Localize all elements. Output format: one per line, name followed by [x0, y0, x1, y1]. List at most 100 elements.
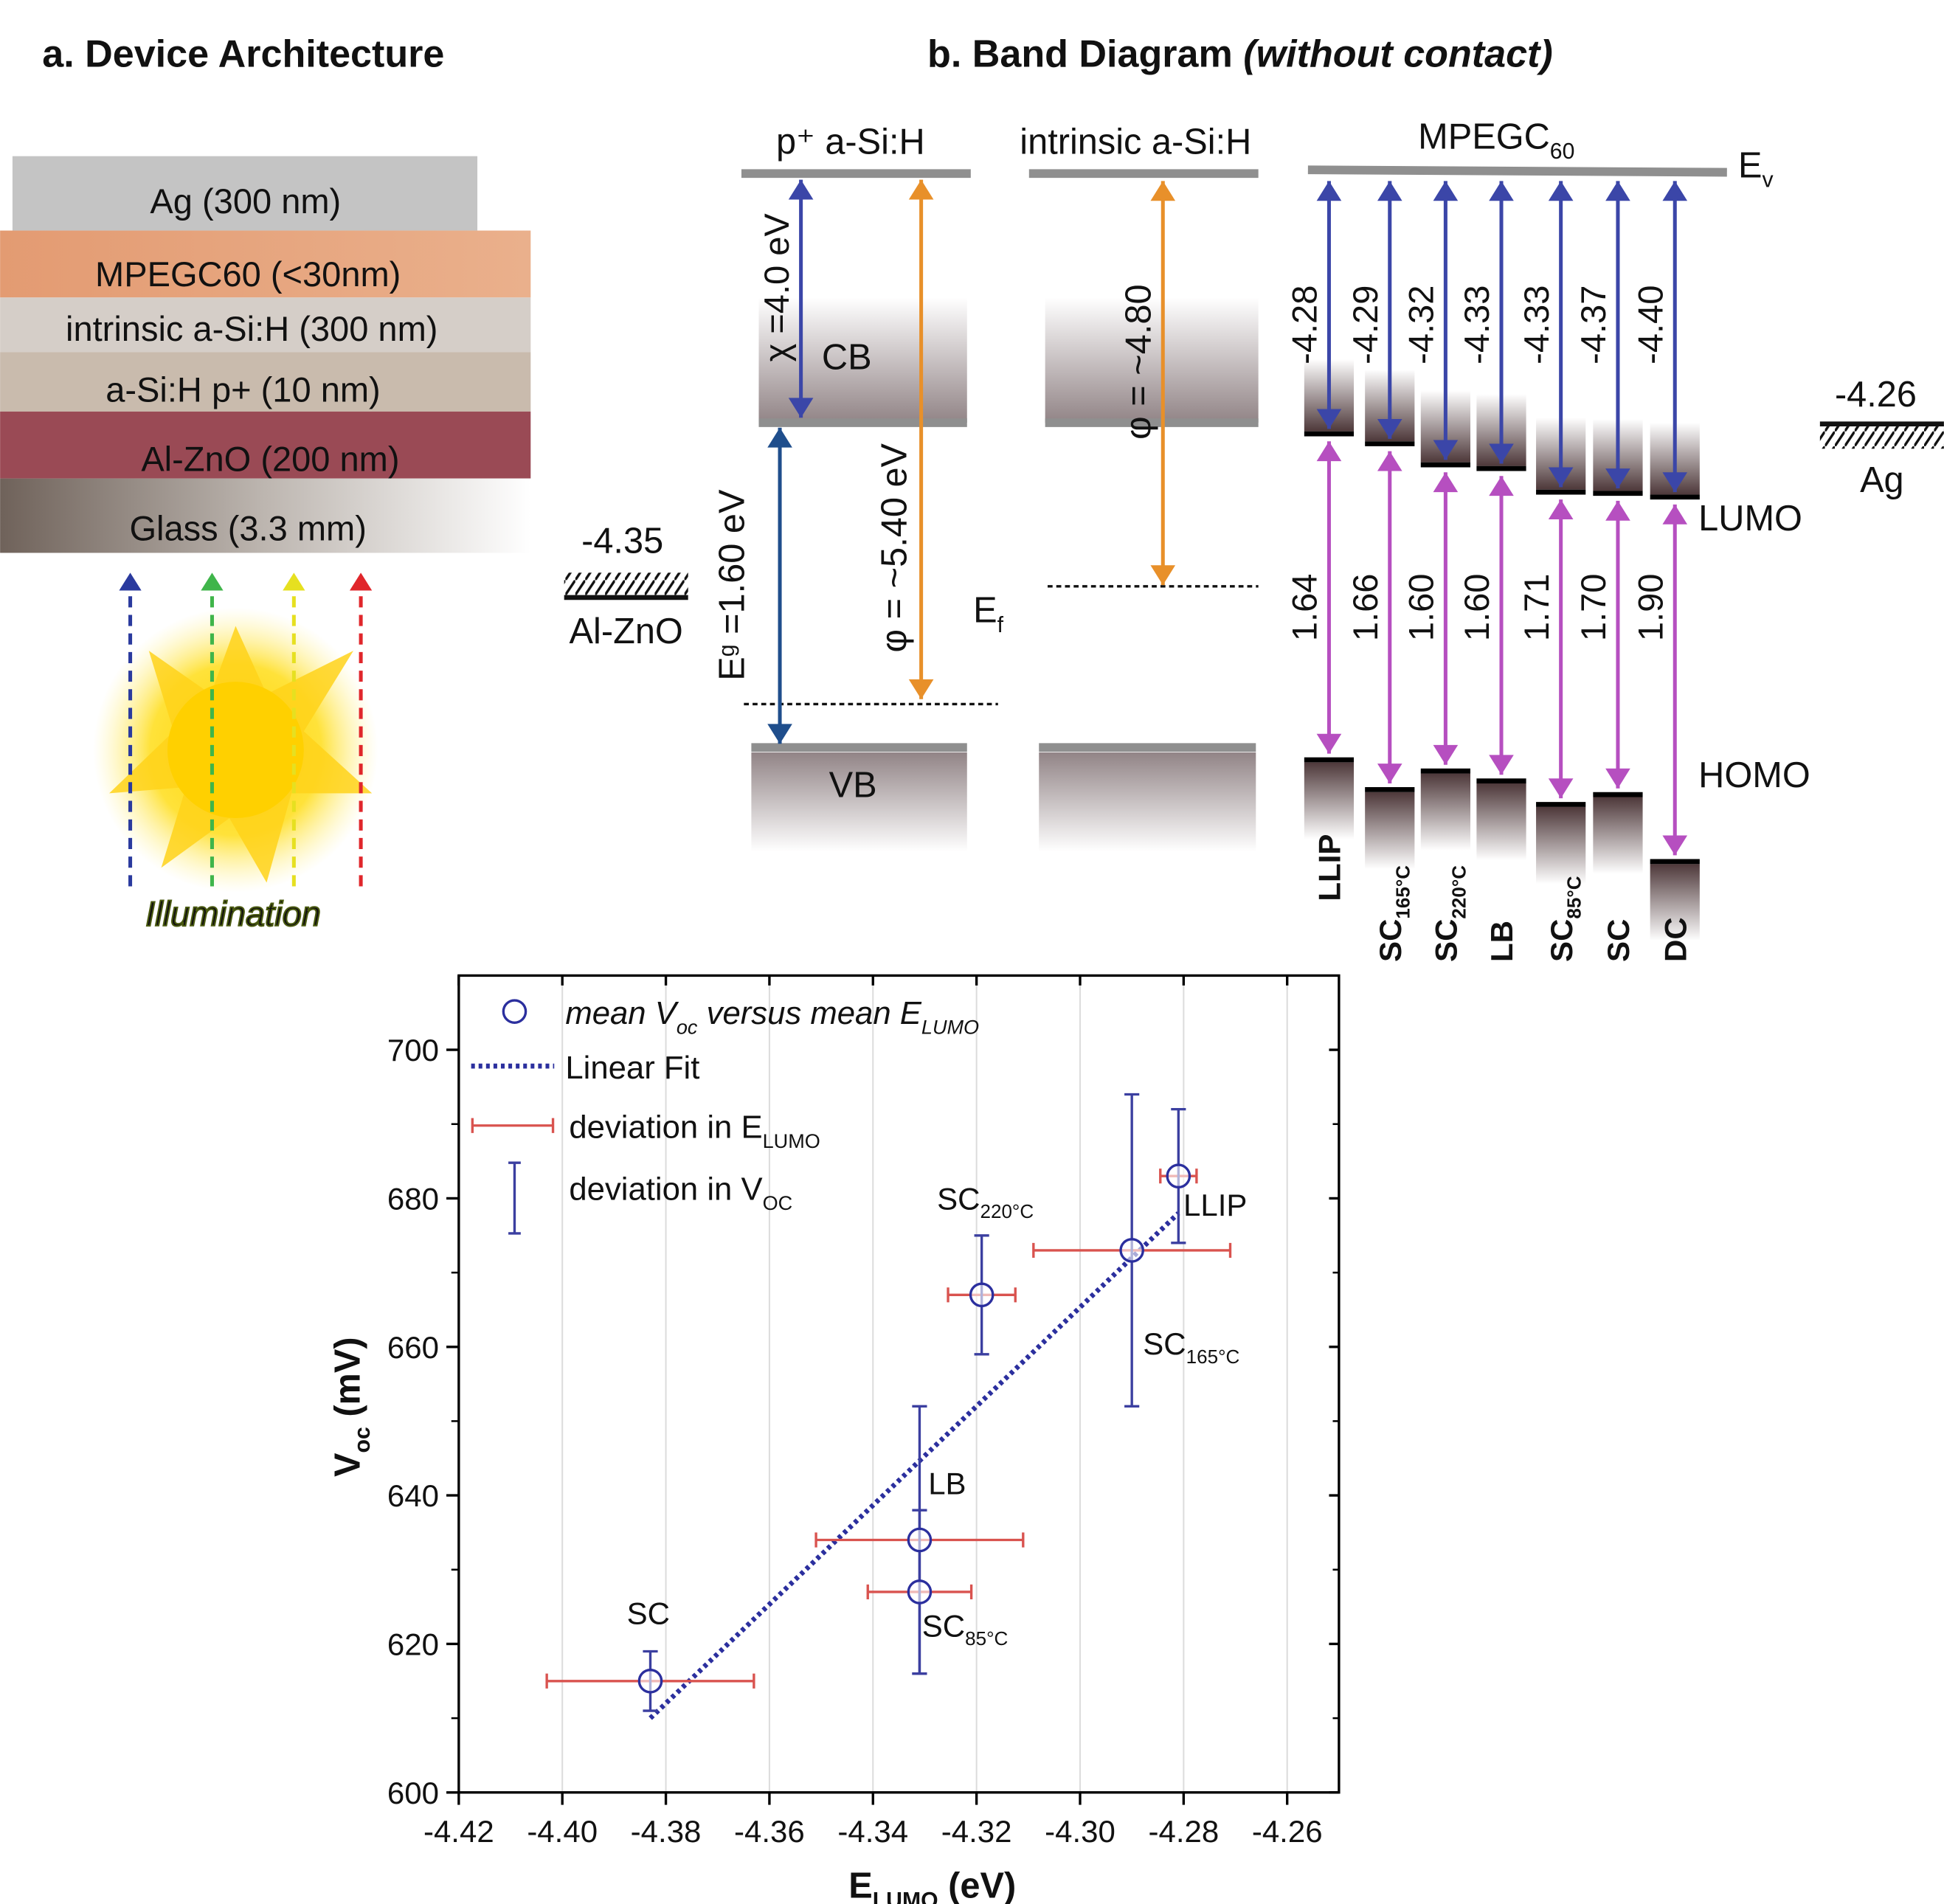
y-tick-label: 600: [387, 1776, 439, 1810]
lumo-value: -4.33: [1457, 285, 1496, 364]
text-run: deviation in E: [569, 1109, 762, 1146]
arrow-head: [1605, 181, 1630, 201]
text-run: SC: [922, 1608, 965, 1643]
arrow-head: [1605, 468, 1630, 489]
layer-label: a-Si:H p+ (10 nm): [105, 370, 380, 409]
level-name: LUMO: [1698, 499, 1802, 539]
workfunction-label: φ = ~4.80: [1118, 284, 1158, 439]
legend-label: mean Voc versus mean ELUMO: [565, 995, 979, 1038]
arrow-head: [1489, 476, 1514, 496]
gap-arrow: [1548, 499, 1574, 799]
text-run: =1.60 eV: [712, 489, 752, 644]
legend-label: deviation in VOC: [569, 1171, 792, 1214]
lumo-arrow: [1662, 181, 1688, 493]
point-label: SC: [627, 1596, 670, 1630]
point-label: LLIP: [1183, 1188, 1247, 1222]
layer-label: Glass (3.3 mm): [129, 509, 366, 548]
homo-shade: [1420, 773, 1470, 851]
illumination-arrow: [349, 572, 373, 887]
arrow-head: [1605, 768, 1630, 789]
band-shade: [1039, 752, 1256, 852]
lumo-value: -4.40: [1630, 285, 1670, 364]
arrow-head: [1377, 181, 1402, 201]
band-shade: [1045, 297, 1259, 423]
text-run: E: [1738, 145, 1763, 185]
data-point: [907, 1527, 933, 1553]
affinity-arrow: [788, 179, 814, 418]
panel-title: a. Device Architecture: [42, 33, 444, 76]
text-run: SC: [937, 1181, 980, 1216]
arrow-head: [1433, 440, 1459, 460]
text-subscript: LUMO: [763, 1129, 820, 1152]
text-subscript: 85°C: [1563, 876, 1585, 918]
text-subscript: 85°C: [965, 1627, 1008, 1649]
text-subscript: oc: [350, 1427, 375, 1453]
workfunction-label: φ = ~5.40 eV: [874, 443, 914, 652]
text-run: SC: [1601, 919, 1636, 962]
point-label: SC220°C: [937, 1181, 1034, 1222]
legend-label: Linear Fit: [565, 1050, 699, 1086]
title-run: (without contact): [1243, 33, 1552, 76]
text-subscript: v: [1762, 168, 1773, 193]
illumination-label: Illumination: [145, 894, 321, 933]
arrow-head: [788, 179, 814, 200]
arrow-head: [1489, 443, 1514, 464]
arrow-head: [1433, 181, 1459, 201]
arrow-head: [1377, 764, 1402, 783]
arrow-head: [1662, 472, 1688, 493]
fit-line: [648, 1211, 1180, 1720]
homo-shade: [1650, 864, 1700, 941]
text-run: mean V: [565, 995, 679, 1031]
text-subscript: LUMO: [921, 1015, 979, 1038]
gap-value: 1.71: [1517, 574, 1556, 642]
arrow-head: [908, 679, 934, 699]
y-tick-label: 680: [387, 1182, 439, 1216]
text-run: versus mean E: [697, 995, 921, 1031]
layer-label: intrinsic a-Si:H (300 nm): [66, 309, 437, 348]
arrow-head: [1433, 744, 1459, 765]
point-label: SC165°C: [1143, 1326, 1239, 1368]
text-subscript: 220°C: [980, 1200, 1034, 1222]
text-run: Linear Fit: [565, 1050, 699, 1086]
text-run: SC: [1143, 1326, 1186, 1361]
legend-marker: [471, 1118, 555, 1133]
text-run: SC: [627, 1596, 670, 1630]
layer-ag: [12, 156, 478, 231]
text-run: DC: [1658, 917, 1692, 962]
arrow-head: [1377, 451, 1402, 471]
arrow-head: [767, 724, 792, 744]
vacuum-level-label: Ev: [1738, 145, 1774, 192]
layer-azo: [0, 411, 531, 479]
text-subscript: 60: [1550, 139, 1575, 164]
arrow-head: [908, 179, 934, 200]
gap-arrow: [1433, 472, 1459, 765]
homo-shade: [1476, 783, 1526, 861]
gap-value: 1.66: [1346, 574, 1385, 642]
arrow-head: [1489, 181, 1514, 201]
text-subscript: 165°C: [1186, 1346, 1240, 1368]
arrow-head: [788, 398, 814, 418]
text-subscript: 220°C: [1447, 865, 1470, 919]
gap-value: 1.64: [1285, 574, 1324, 642]
illumination-arrow: [283, 572, 305, 887]
point-label: SC85°C: [922, 1608, 1009, 1649]
material-name: DC: [1658, 917, 1692, 962]
contact-wf: -4.35: [581, 521, 663, 561]
hatch: [564, 572, 688, 595]
band-label: VB: [829, 765, 877, 805]
x-tick-label: -4.42: [423, 1814, 494, 1849]
arrow-head: [1548, 467, 1574, 488]
device-stack: [0, 156, 531, 553]
contact-name: Ag: [1860, 460, 1904, 500]
arrow-head: [1316, 181, 1342, 201]
x-tick-label: -4.38: [631, 1814, 702, 1849]
text-subscript: 165°C: [1392, 865, 1414, 919]
arrow-head: [1150, 181, 1176, 201]
material-name: SC165°C: [1373, 865, 1414, 962]
arrow-head: [1662, 181, 1688, 201]
layer-p: [0, 352, 531, 412]
arrow-head: [1316, 409, 1342, 429]
arrow-head: [1548, 181, 1574, 201]
arrow-head: [1316, 733, 1342, 754]
lumo-value: -4.28: [1285, 285, 1324, 364]
